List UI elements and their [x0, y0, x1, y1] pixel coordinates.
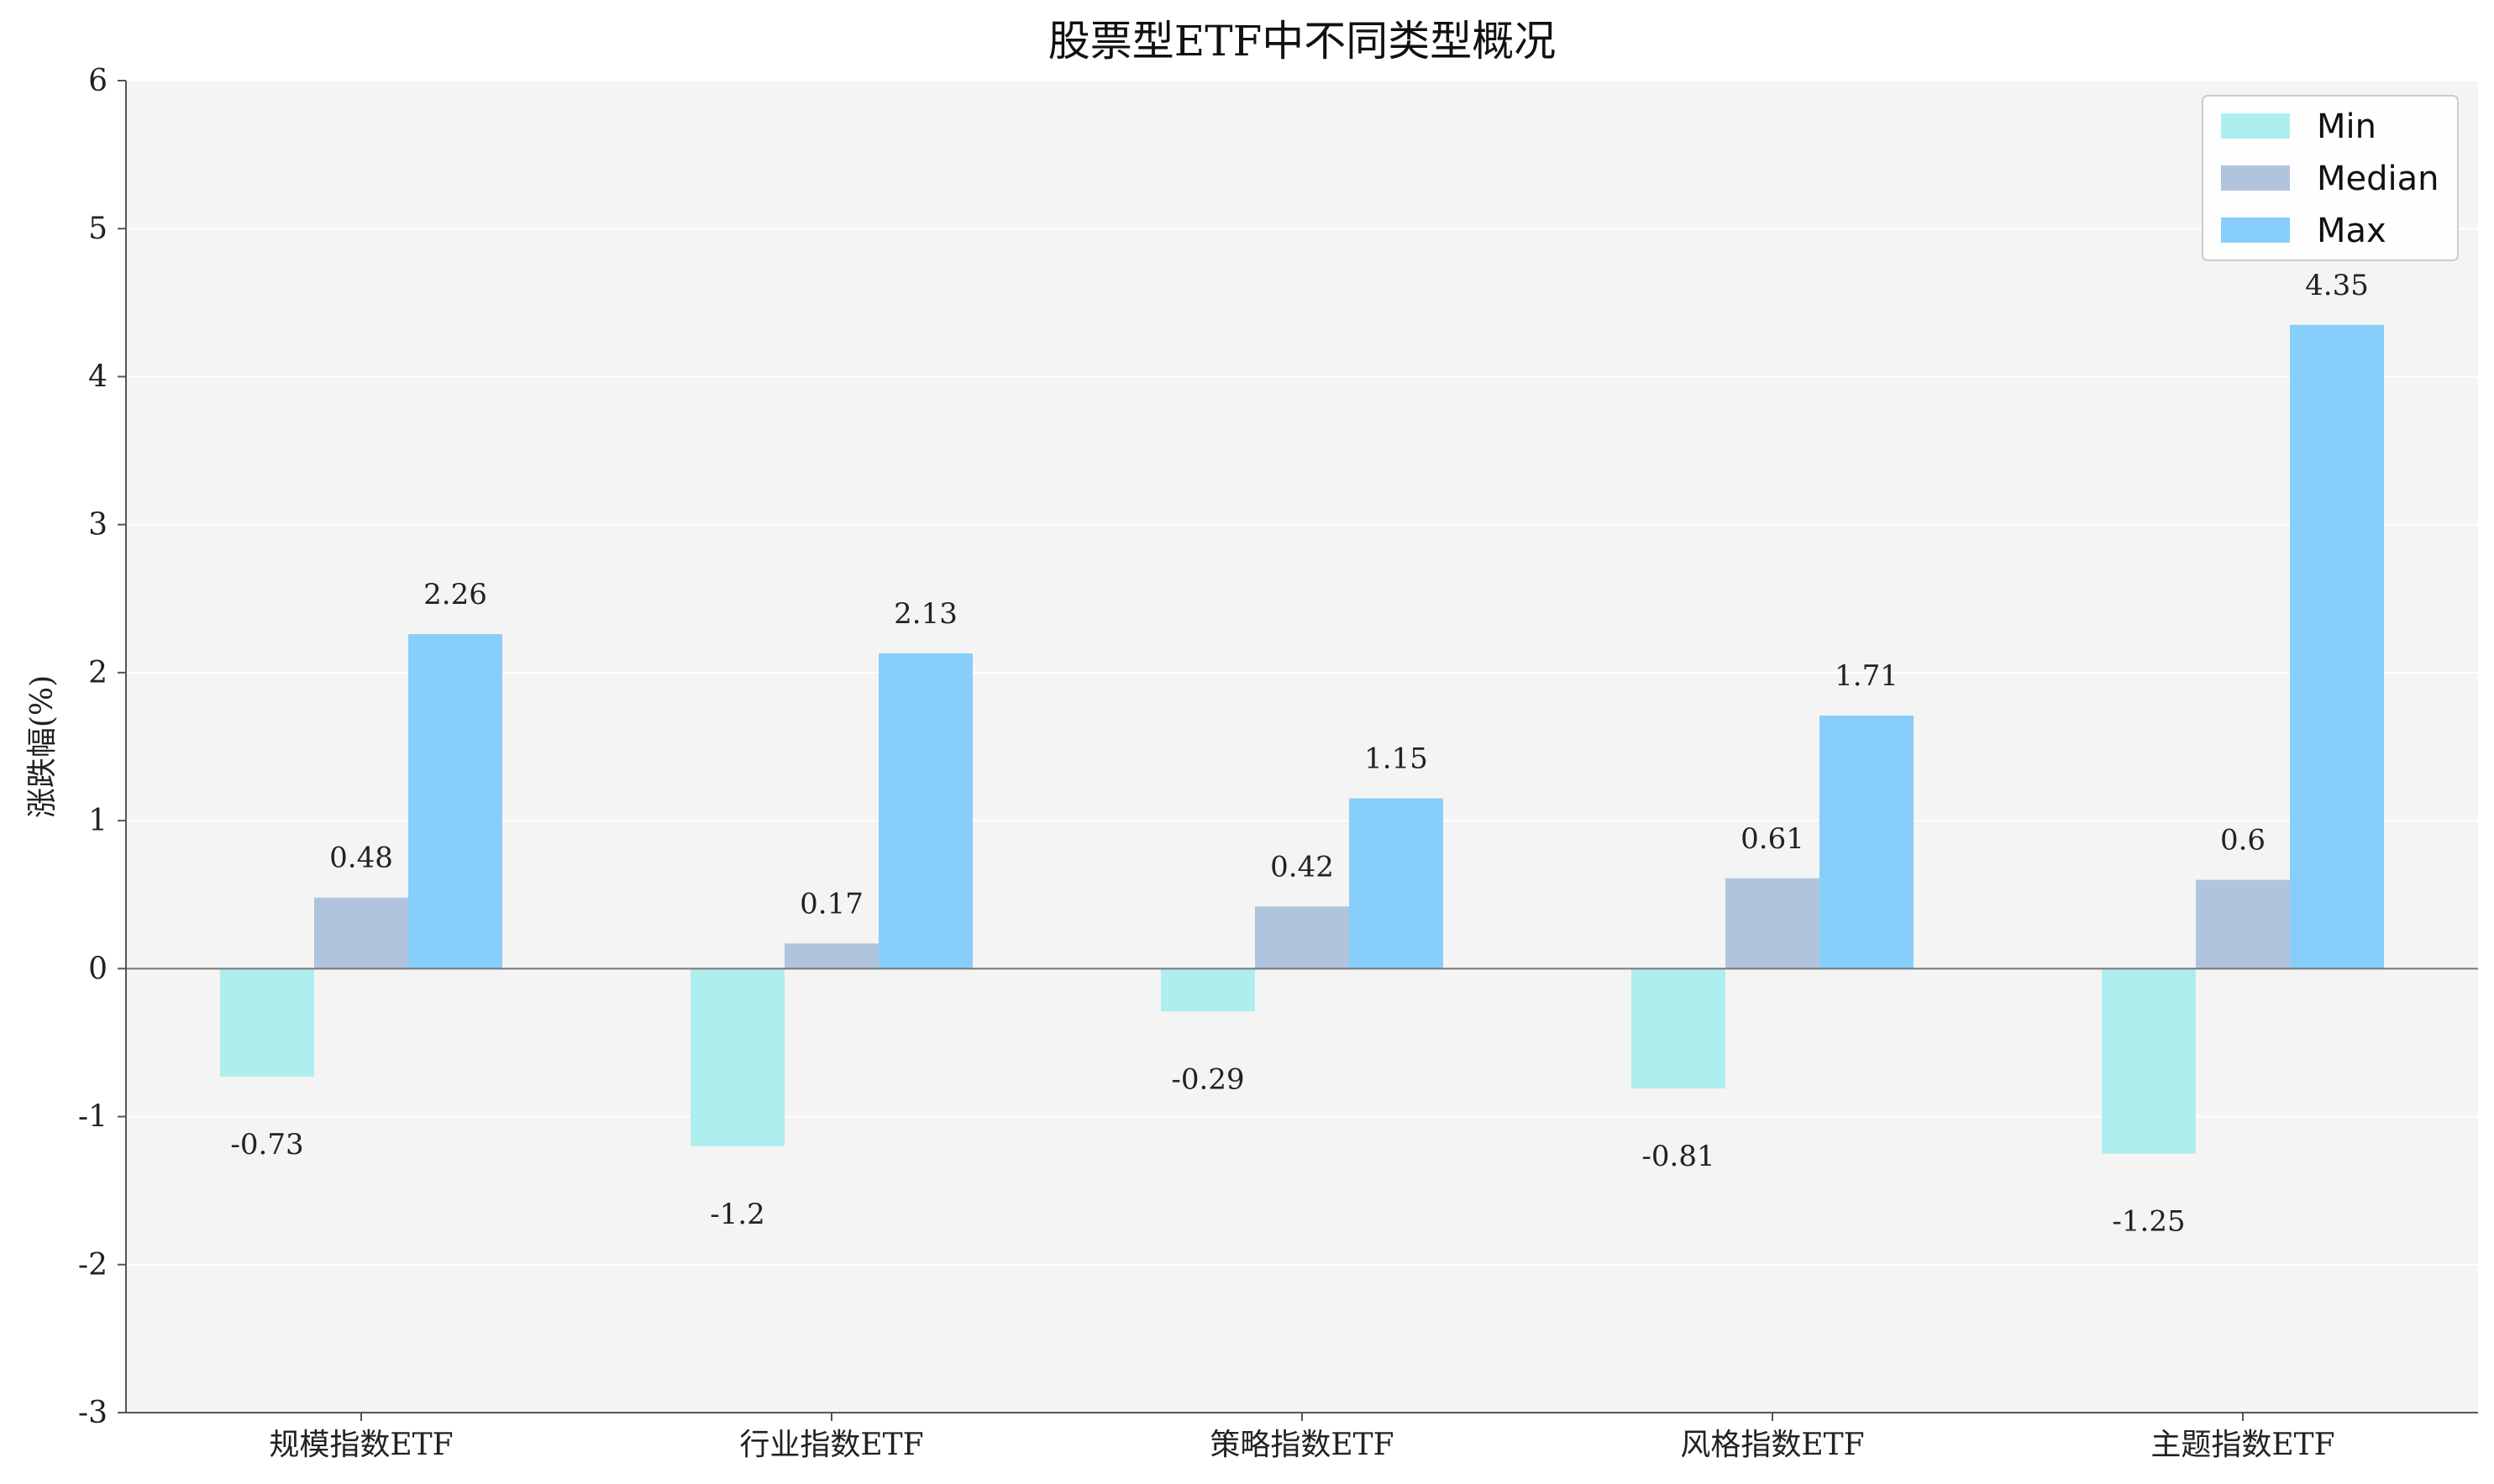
data-labels: -0.73 0.48 2.26 -1.2 0.17 2.13 -0.29 0.42 1.15 -0… — [230, 269, 2368, 1239]
bar-min-1 — [690, 968, 785, 1146]
data-label-median: 0.42 — [1270, 850, 1334, 884]
data-label-median: 0.17 — [800, 887, 864, 920]
x-tick-label: 主题指数ETF — [2150, 1428, 2334, 1462]
bar-median-3 — [1725, 878, 1819, 969]
y-tick-label: 4 — [88, 359, 108, 394]
bar-max-4 — [2290, 324, 2384, 969]
data-label-min: -0.29 — [1171, 1062, 1244, 1096]
plot-background — [126, 81, 2478, 1413]
bar-median-2 — [1255, 906, 1349, 969]
legend-swatch-median — [2221, 165, 2290, 191]
bar-min-2 — [1161, 968, 1255, 1012]
bar-min-4 — [2102, 968, 2196, 1154]
bar-max-1 — [879, 653, 973, 969]
bar-median-4 — [2196, 879, 2290, 969]
bar-min-0 — [220, 968, 314, 1077]
y-tick-label: 3 — [88, 508, 108, 543]
y-tick-label: 0 — [88, 952, 108, 986]
bar-median-1 — [785, 943, 879, 969]
bar-min-3 — [1631, 968, 1725, 1089]
legend: Min Median Max — [2202, 95, 2459, 261]
data-label-median: 0.6 — [2220, 824, 2266, 857]
bar-median-0 — [314, 897, 408, 969]
bar-max-2 — [1349, 798, 1443, 969]
x-tick-label: 策略指数ETF — [1210, 1428, 1394, 1462]
axes: -3 -2 -1 0 1 2 3 4 5 6 规模指数ETF 行业指数ETF 策略指数ETF 风格指数ET… — [78, 64, 2478, 1462]
chart-title: 股票型ETF中不同类型概况 — [1048, 17, 1557, 66]
legend-swatch-min — [2221, 113, 2290, 139]
y-tick-label: 2 — [88, 656, 108, 690]
x-tick-label: 行业指数ETF — [739, 1428, 923, 1462]
legend-label-max: Max — [2317, 212, 2386, 250]
y-tick-label: -1 — [78, 1100, 108, 1135]
gridlines — [126, 80, 2478, 1413]
data-label-max: 1.71 — [1835, 659, 1898, 693]
y-tick-label: 5 — [88, 212, 108, 246]
bars — [220, 324, 2384, 1154]
legend-swatch-max — [2221, 218, 2290, 243]
y-tick-label: 6 — [88, 64, 108, 98]
bar-max-0 — [408, 634, 502, 969]
data-label-max: 2.26 — [423, 578, 487, 611]
y-tick-label: -2 — [78, 1248, 108, 1282]
data-label-min: -0.73 — [230, 1128, 303, 1162]
data-label-median: 0.48 — [329, 842, 393, 875]
legend-label-min: Min — [2317, 107, 2376, 146]
y-tick-label: -3 — [78, 1396, 108, 1430]
x-tick-label: 规模指数ETF — [269, 1428, 453, 1462]
data-label-min: -1.25 — [2112, 1205, 2185, 1239]
x-tick-label: 风格指数ETF — [1680, 1428, 1864, 1462]
y-tick-label: 1 — [88, 804, 108, 838]
data-label-max: 1.15 — [1364, 742, 1428, 776]
legend-label-median: Median — [2317, 160, 2439, 198]
data-label-min: -1.2 — [710, 1198, 765, 1231]
data-label-max: 2.13 — [894, 597, 958, 631]
data-label-median: 0.61 — [1741, 822, 1804, 856]
y-axis-label: 涨跌幅(%) — [25, 675, 60, 818]
data-label-max: 4.35 — [2305, 269, 2369, 302]
data-label-min: -0.81 — [1641, 1140, 1714, 1173]
bar-max-3 — [1819, 715, 1914, 969]
